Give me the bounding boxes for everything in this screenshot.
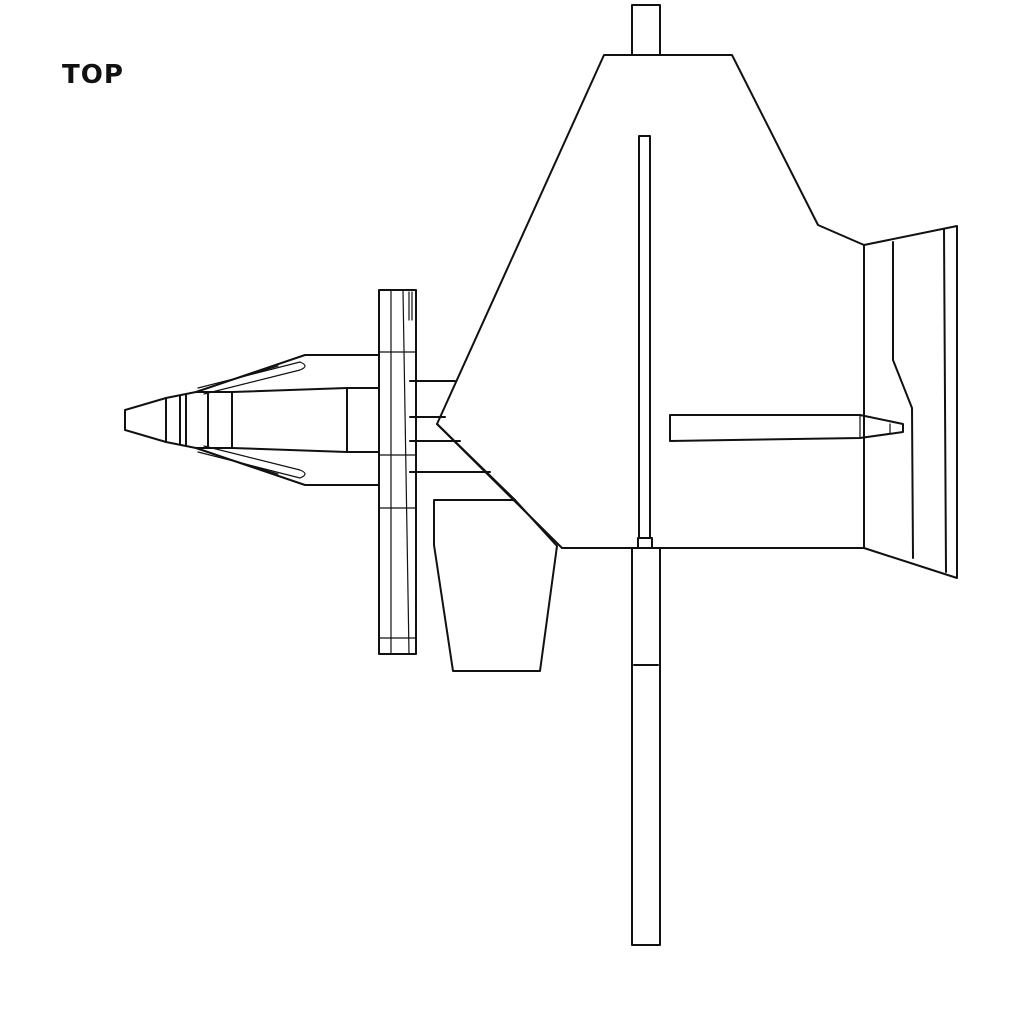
central-mast — [631, 4, 661, 946]
rear-nozzle — [863, 225, 958, 579]
ring-plate — [378, 289, 417, 655]
view-label: TOP — [62, 60, 124, 90]
lower-pod — [433, 499, 558, 672]
internal-spike — [669, 414, 904, 442]
nose-cone — [124, 354, 380, 486]
connector-pylon — [409, 380, 516, 501]
